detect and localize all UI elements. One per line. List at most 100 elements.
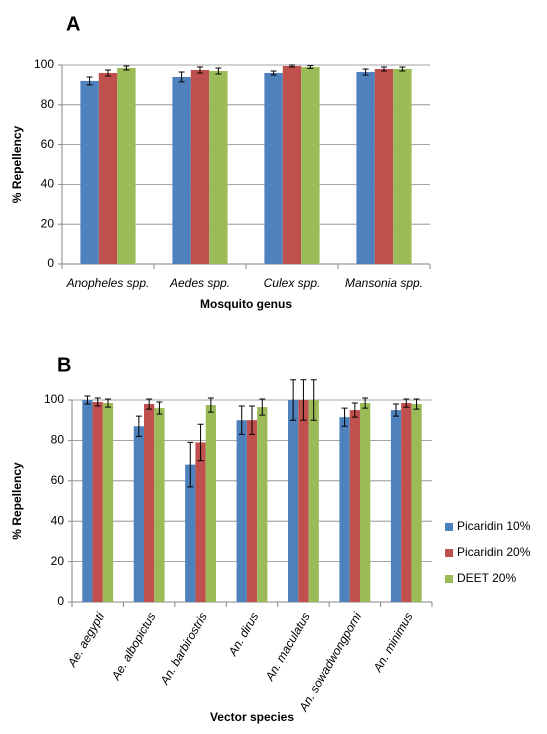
y-tick-label: 100 [44, 392, 64, 406]
panel-label: B [57, 354, 71, 376]
bar [393, 68, 412, 264]
bar [411, 404, 422, 602]
bar [117, 67, 136, 264]
error-bar [393, 403, 399, 417]
x-axis-label: Vector species [210, 710, 294, 724]
y-tick-label: 20 [51, 554, 65, 568]
error-bar [290, 379, 297, 421]
y-tick-label: 60 [51, 473, 65, 487]
error-bar [178, 71, 185, 83]
legend-label: DEET 20% [457, 571, 516, 585]
error-bar [310, 379, 317, 421]
error-bar [413, 398, 420, 410]
error-bar [105, 69, 111, 77]
error-bar [238, 405, 245, 435]
error-bar [259, 398, 266, 416]
error-bar [362, 68, 369, 76]
y-tick-label: 80 [51, 433, 65, 447]
error-bar [289, 64, 295, 68]
error-bar [135, 415, 142, 437]
error-bar [270, 70, 277, 76]
error-bar [146, 398, 153, 410]
x-tick-label: An. minimus [370, 610, 416, 675]
bar [339, 417, 350, 602]
y-tick-label: 20 [41, 216, 55, 230]
bar [144, 404, 155, 602]
bar [154, 408, 165, 602]
bar [288, 400, 299, 602]
error-bar [351, 402, 358, 418]
bar [133, 426, 144, 602]
error-bar [403, 398, 410, 408]
error-bar [187, 441, 194, 488]
y-axis-label: % Repellency [10, 125, 24, 203]
bar [257, 407, 268, 602]
error-bar [156, 401, 163, 415]
bar [82, 400, 93, 602]
error-bar [123, 65, 130, 71]
x-tick-label: Ae. aegypti [64, 610, 107, 670]
x-tick-label: An. barbirostris [157, 610, 210, 688]
bar [349, 410, 360, 602]
panel-label: A [66, 13, 80, 35]
error-bar [86, 76, 93, 86]
bar [102, 403, 114, 602]
x-tick-label: Aedes spp. [169, 276, 230, 290]
bar [98, 72, 118, 265]
x-tick-label: An. maculatus [262, 610, 313, 684]
error-bar [249, 405, 255, 435]
error-bar [94, 397, 101, 407]
legend-label: Picaridin 20% [457, 545, 531, 559]
bar [401, 403, 412, 602]
x-tick-label: Mansonia spp. [345, 276, 423, 290]
bar [390, 410, 402, 602]
y-tick-label: 0 [47, 256, 54, 270]
bar [298, 400, 309, 602]
x-axis-label: Mosquito genus [200, 297, 292, 311]
error-bar [300, 379, 307, 421]
legend-label: Picaridin 10% [457, 519, 531, 533]
bar [195, 442, 206, 602]
error-bar [307, 65, 314, 69]
bar [190, 69, 210, 264]
bar [209, 70, 228, 264]
error-bar [381, 66, 387, 72]
bar [356, 71, 375, 264]
y-tick-label: 40 [41, 177, 55, 191]
error-bar [105, 398, 111, 408]
error-bar [197, 423, 204, 462]
bar [360, 403, 371, 602]
y-tick-label: 100 [34, 57, 54, 71]
bar [80, 80, 99, 264]
bar [185, 464, 196, 602]
error-bar [207, 397, 214, 413]
y-axis-label: % Repellency [10, 462, 24, 540]
x-tick-label: Ae. albopictus [108, 610, 158, 683]
legend-swatch [445, 549, 453, 557]
y-tick-label: 40 [51, 513, 65, 527]
x-tick-label: Anopheles spp. [66, 276, 150, 290]
bar [92, 402, 103, 602]
bar [374, 68, 394, 264]
error-bar [341, 407, 348, 427]
bar [282, 65, 302, 265]
legend-swatch [445, 575, 453, 583]
error-bar [84, 395, 91, 405]
error-bar [215, 67, 222, 75]
y-tick-label: 80 [41, 97, 55, 111]
y-tick-label: 0 [57, 594, 64, 608]
legend-swatch [445, 523, 453, 531]
bar [172, 76, 191, 264]
x-tick-label: An. dirus [225, 610, 261, 659]
bar [205, 405, 216, 602]
x-tick-label: Culex spp. [264, 276, 321, 290]
bar [308, 400, 319, 602]
error-bar [362, 397, 369, 409]
bar [246, 420, 258, 602]
error-bar [399, 66, 406, 72]
error-bar [197, 66, 203, 74]
bar [236, 420, 247, 602]
y-tick-label: 60 [41, 137, 55, 151]
bar [301, 66, 320, 265]
